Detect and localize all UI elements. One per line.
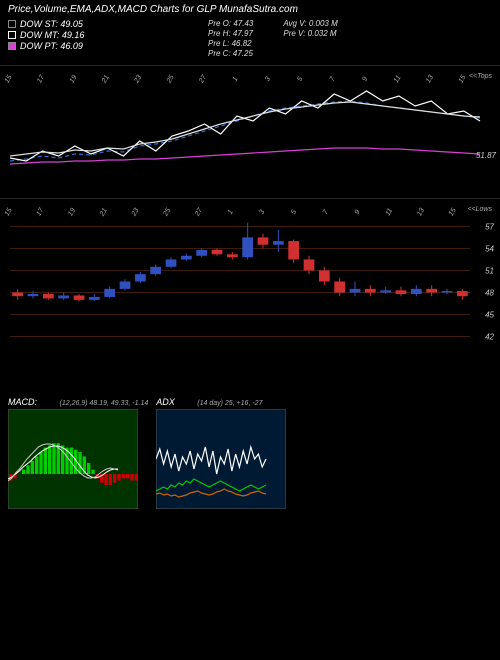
- svg-text:23: 23: [130, 207, 141, 218]
- svg-text:9: 9: [354, 209, 362, 216]
- macd-title: MACD:: [8, 397, 37, 407]
- svg-text:54: 54: [485, 244, 494, 253]
- svg-text:17: 17: [35, 206, 46, 217]
- svg-text:13: 13: [425, 74, 435, 84]
- legend: DOW ST: 49.05 DOW MT: 49.16 DOW PT: 46.0…: [8, 19, 208, 59]
- svg-text:51: 51: [485, 266, 494, 275]
- svg-text:48: 48: [485, 289, 494, 298]
- candle-chart-svg: 575451484542<<Lows1517192123252713579111…: [0, 199, 500, 349]
- svg-text:1: 1: [232, 76, 240, 83]
- line-chart-svg: 1517192123252713579111315<<Tops51.87: [0, 66, 500, 196]
- svg-text:7: 7: [322, 208, 331, 216]
- legend-dow-st: DOW ST: 49.05: [8, 19, 208, 29]
- svg-text:9: 9: [361, 76, 369, 83]
- svg-text:17: 17: [36, 73, 47, 84]
- svg-text:1: 1: [227, 209, 235, 216]
- svg-text:45: 45: [485, 311, 494, 320]
- svg-text:23: 23: [133, 74, 144, 85]
- legend-label-pt: DOW PT: 46.09: [20, 41, 83, 51]
- svg-text:27: 27: [194, 206, 205, 218]
- swatch-st: [8, 20, 16, 28]
- svg-text:3: 3: [258, 209, 266, 216]
- legend-label-st: DOW ST: 49.05: [20, 19, 83, 29]
- svg-text:<<Tops: <<Tops: [469, 73, 493, 80]
- adx-chart: ADX (14 day) 25, +16, -27: [156, 397, 286, 511]
- stat-avg-v: Avg V: 0.003 M: [283, 19, 337, 28]
- svg-text:19: 19: [69, 74, 79, 84]
- stat-pre-l: Pre L: 46.82: [208, 39, 253, 48]
- legend-dow-mt: DOW MT: 49.16: [8, 30, 208, 40]
- svg-text:11: 11: [385, 207, 395, 217]
- svg-text:3: 3: [264, 76, 272, 83]
- svg-text:11: 11: [393, 74, 403, 84]
- svg-text:5: 5: [296, 76, 304, 83]
- stat-pre-c: Pre C: 47.25: [208, 49, 253, 58]
- macd-svg: [8, 409, 138, 509]
- svg-text:57: 57: [485, 222, 494, 231]
- svg-text:25: 25: [165, 74, 176, 85]
- svg-text:25: 25: [162, 207, 173, 218]
- swatch-mt: [8, 31, 16, 39]
- stat-pre-o: Pre O: 47.43: [208, 19, 253, 28]
- stats-block: Pre O: 47.43 Pre H: 47.97 Pre L: 46.82 P…: [208, 19, 338, 59]
- macd-chart: MACD: (12,26,9) 48.19, 49.33, -1.14: [8, 397, 148, 511]
- adx-svg: [156, 409, 286, 509]
- svg-text:19: 19: [67, 207, 77, 217]
- candle-chart-panel: 575451484542<<Lows1517192123252713579111…: [0, 198, 500, 349]
- macd-sub: (12,26,9) 48.19, 49.33, -1.14: [60, 400, 149, 407]
- svg-text:42: 42: [485, 333, 494, 342]
- adx-sub: (14 day) 25, +16, -27: [197, 400, 262, 407]
- svg-text:21: 21: [100, 74, 111, 85]
- legend-label-mt: DOW MT: 49.16: [20, 30, 84, 40]
- svg-text:27: 27: [198, 73, 209, 85]
- indicator-row: MACD: (12,26,9) 48.19, 49.33, -1.14 ADX …: [0, 389, 500, 519]
- svg-text:15: 15: [458, 74, 468, 84]
- adx-title: ADX: [156, 397, 175, 407]
- svg-text:15: 15: [4, 74, 14, 84]
- svg-text:51.87: 51.87: [476, 151, 497, 160]
- svg-text:7: 7: [329, 75, 338, 83]
- chart-title: Price,Volume,EMA,ADX,MACD Charts for GLP…: [8, 4, 492, 15]
- svg-text:15: 15: [448, 207, 458, 217]
- svg-text:15: 15: [4, 207, 14, 217]
- swatch-pt: [8, 42, 16, 50]
- svg-text:5: 5: [290, 209, 298, 216]
- stat-pre-v: Pre V: 0.032 M: [283, 29, 337, 38]
- stat-pre-h: Pre H: 47.97: [208, 29, 253, 38]
- svg-text:<<Lows: <<Lows: [467, 206, 492, 213]
- svg-text:21: 21: [98, 207, 109, 218]
- line-chart-panel: 1517192123252713579111315<<Tops51.87: [0, 65, 500, 196]
- chart-header: Price,Volume,EMA,ADX,MACD Charts for GLP…: [0, 0, 500, 63]
- svg-text:13: 13: [416, 207, 426, 217]
- legend-dow-pt: DOW PT: 46.09: [8, 41, 208, 51]
